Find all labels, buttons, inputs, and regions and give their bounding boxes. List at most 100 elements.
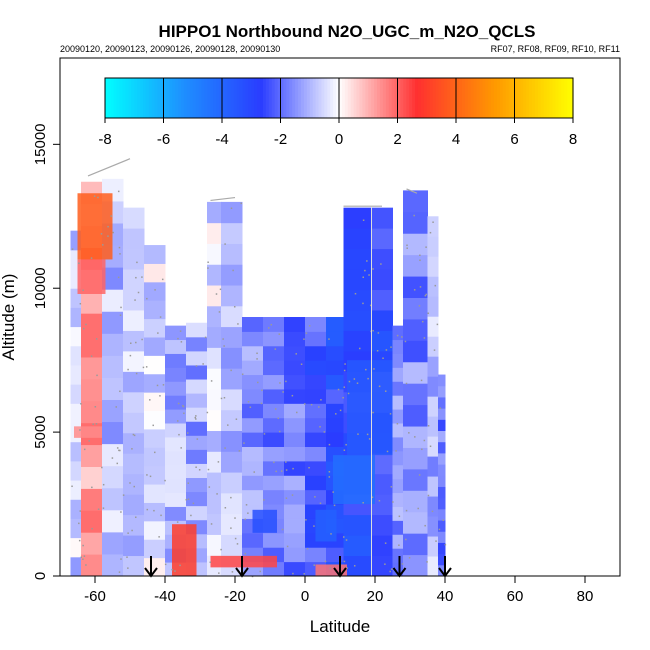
- colorbar-swatch: [447, 78, 451, 118]
- dot: [142, 366, 145, 369]
- dot: [153, 509, 155, 512]
- dot: [219, 288, 222, 291]
- dot: [268, 327, 270, 329]
- dot: [249, 406, 252, 408]
- data-cell: [305, 446, 327, 462]
- colorbar-tick-label-1: -6: [157, 131, 170, 148]
- colorbar-tick-label-4: 0: [335, 131, 343, 148]
- colorbar-swatch: [265, 78, 270, 118]
- data-cell: [326, 345, 344, 361]
- colorbar-swatch: [151, 78, 156, 118]
- colorbar-swatch: [262, 78, 267, 118]
- x-axis-label: Latitude: [310, 617, 371, 636]
- dot: [131, 529, 133, 532]
- colorbar-swatch: [336, 78, 340, 118]
- track-line: [210, 196, 236, 202]
- data-cell: [207, 409, 222, 432]
- dot: [85, 323, 87, 326]
- data-cell: [207, 368, 222, 390]
- dot: [183, 412, 185, 415]
- dot: [329, 567, 332, 570]
- dot: [423, 337, 426, 339]
- data-cell: [123, 391, 145, 413]
- dot: [194, 416, 196, 419]
- colorbar-swatch: [391, 78, 396, 118]
- dot: [130, 342, 132, 344]
- dot: [161, 278, 164, 281]
- data-column-11: [284, 317, 306, 577]
- colorbar-swatch: [470, 78, 475, 118]
- data-cell: [221, 243, 243, 265]
- dot: [196, 438, 199, 440]
- dot: [90, 355, 93, 357]
- data-cell: [263, 460, 285, 476]
- dot: [120, 511, 122, 513]
- colorbar-swatch: [526, 78, 530, 118]
- dot: [427, 425, 430, 427]
- dot: [401, 563, 404, 565]
- dot: [135, 372, 138, 375]
- data-cell: [427, 216, 439, 237]
- dot: [313, 525, 315, 527]
- dot: [127, 532, 129, 534]
- colorbar-swatch: [441, 78, 445, 118]
- data-cell: [70, 326, 82, 347]
- anomaly-patch-6: [333, 455, 375, 505]
- data-cell: [165, 506, 187, 521]
- dot: [330, 533, 332, 535]
- dot: [343, 386, 346, 388]
- colorbar-swatch: [230, 78, 235, 118]
- dot: [93, 195, 96, 197]
- data-cell: [326, 547, 344, 563]
- data-cell: [305, 388, 327, 404]
- data-cell: [186, 491, 208, 507]
- colorbar-tick-label-3: -2: [274, 131, 287, 148]
- data-cell: [305, 432, 327, 447]
- colorbar-swatch: [268, 78, 273, 118]
- data-cell: [242, 489, 264, 505]
- colorbar-swatch: [186, 78, 191, 118]
- dot: [176, 521, 179, 523]
- data-cell: [438, 542, 446, 555]
- dot: [274, 348, 277, 350]
- dot: [278, 430, 281, 433]
- data-cell: [438, 486, 446, 499]
- colorbar-swatch: [488, 78, 492, 118]
- dot: [401, 336, 403, 338]
- data-column-17: [403, 190, 428, 577]
- colorbar-swatch: [409, 78, 413, 118]
- data-cell: [207, 430, 222, 452]
- dot: [347, 392, 350, 395]
- dot: [429, 445, 432, 448]
- data-cell: [221, 534, 243, 556]
- colorbar-swatch: [125, 78, 129, 118]
- data-cell: [144, 447, 166, 467]
- data-cell: [102, 355, 124, 378]
- dot: [82, 544, 84, 547]
- colorbar-swatch: [219, 78, 223, 118]
- dot: [164, 563, 167, 566]
- data-cell: [392, 478, 404, 494]
- dot: [438, 528, 441, 531]
- colorbar-swatch: [499, 78, 504, 118]
- dot: [153, 451, 156, 454]
- data-cell: [123, 289, 145, 311]
- colorbar-swatch: [280, 78, 285, 118]
- dot: [419, 286, 422, 288]
- data-cell: [326, 331, 344, 347]
- data-cell: [438, 408, 446, 420]
- dot: [78, 262, 80, 264]
- dot: [224, 243, 226, 245]
- dot: [281, 528, 284, 531]
- data-cell: [371, 453, 393, 475]
- data-cell: [242, 317, 264, 332]
- dot: [91, 486, 93, 489]
- data-cell: [221, 430, 243, 452]
- colorbar-swatch: [148, 78, 153, 118]
- colorbar-swatch: [537, 78, 542, 118]
- dot: [162, 384, 165, 386]
- dot: [79, 510, 82, 512]
- data-cell: [403, 554, 428, 577]
- data-cell: [427, 356, 439, 377]
- data-cell: [81, 356, 103, 380]
